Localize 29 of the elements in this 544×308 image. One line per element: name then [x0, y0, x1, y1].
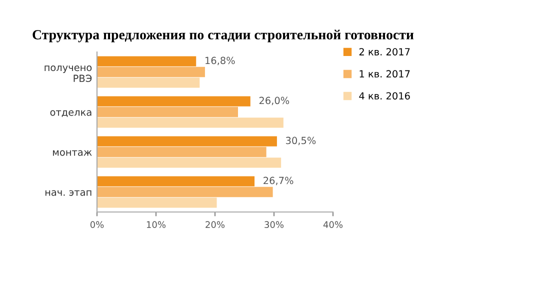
bar — [97, 198, 217, 208]
x-tick-label: 40% — [323, 221, 343, 228]
bar — [97, 96, 250, 106]
bar — [97, 106, 238, 118]
chart-title: Структура предложения по стадии строительной готовности — [32, 30, 414, 42]
legend-label: 1 кв. 2017 — [360, 70, 410, 78]
bar — [97, 118, 284, 128]
bar — [97, 176, 255, 186]
x-tick-label: 20% — [206, 221, 225, 228]
bar — [97, 56, 196, 66]
y-tick-label: нач. этап — [45, 190, 92, 196]
legend-label: 2 кв. 2017 — [359, 48, 410, 56]
x-tick-label: 10% — [146, 221, 166, 228]
bar — [97, 78, 200, 88]
data-label: 26,0% — [259, 96, 290, 106]
bar — [97, 186, 273, 198]
y-tick-label: получено РВЭ — [44, 66, 92, 82]
x-tick-label: 0% — [90, 221, 104, 228]
bar — [97, 66, 205, 78]
y-tick-label: отделка — [50, 110, 92, 118]
x-tick-label: 30% — [264, 221, 284, 228]
y-tick-label: монтаж — [53, 150, 92, 156]
data-label: 30,5% — [286, 136, 316, 146]
data-label: 16,8% — [206, 56, 235, 66]
bar — [97, 158, 282, 168]
legend-label: 4 кв. 2016 — [359, 92, 410, 100]
bar — [97, 136, 277, 146]
bar — [97, 146, 266, 158]
data-label: 26,7% — [264, 176, 294, 186]
